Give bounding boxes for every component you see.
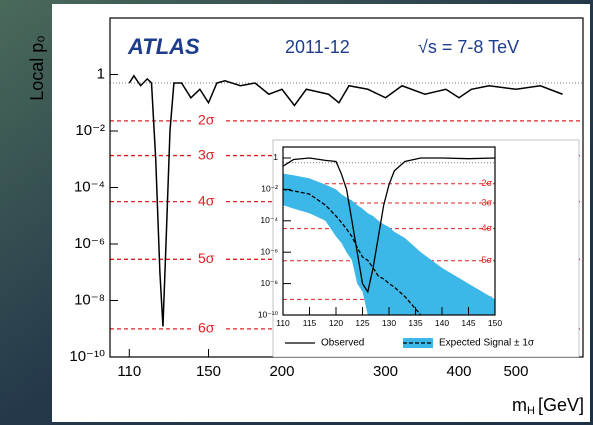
- annotation: √s = 7-8 TeV: [418, 37, 519, 57]
- x-tick-label: 300: [373, 363, 398, 380]
- x-tick-label: 150: [488, 318, 502, 328]
- x-tick-label: 120: [329, 318, 343, 328]
- series-line: [128, 74, 563, 327]
- sigma-label: 5σ: [198, 250, 215, 266]
- x-axis-label: mH [GeV]: [512, 395, 584, 417]
- sigma-label: 5σ: [481, 255, 492, 265]
- sigma-label: 4σ: [481, 223, 492, 233]
- sigma-label: 2σ: [198, 112, 215, 128]
- y-tick-label: 10⁻⁸: [260, 278, 278, 288]
- x-tick-label: 130: [382, 318, 396, 328]
- y-tick-label: 10⁻⁶: [74, 235, 105, 252]
- legend-label: Observed: [321, 338, 364, 349]
- y-tick-label: 10⁻⁴: [74, 178, 105, 195]
- y-axis-label: Local p₀: [27, 35, 47, 101]
- series-line: [283, 157, 495, 294]
- x-label-sub: H: [527, 405, 535, 417]
- x-tick-label: 110: [276, 318, 290, 328]
- sigma-label: 3σ: [481, 197, 492, 207]
- x-tick-label: 115: [303, 318, 317, 328]
- chart-subtitle: 2011-12: [285, 37, 350, 57]
- x-tick-label: 140: [435, 318, 449, 328]
- x-tick-label: 135: [408, 318, 422, 328]
- x-tick-label: 110: [117, 363, 141, 380]
- x-tick-label: 200: [269, 363, 294, 380]
- y-tick-label: 10⁻¹⁰: [69, 348, 105, 365]
- x-tick-label: 125: [355, 318, 369, 328]
- y-tick-label: 10⁻²: [261, 184, 278, 194]
- sigma-label: 2σ: [481, 178, 492, 188]
- x-label-unit: [GeV]: [538, 395, 584, 415]
- x-tick-label: 145: [461, 318, 475, 328]
- y-tick-label: 1: [273, 152, 278, 162]
- expected-band: [283, 173, 495, 315]
- y-tick-label: 10⁻⁶: [261, 246, 278, 256]
- chart-title: ATLAS: [127, 34, 200, 59]
- x-tick-label: 150: [196, 363, 221, 380]
- inset-plot: 2σ3σ4σ5σ6σ110⁻²10⁻⁴10⁻⁶10⁻⁸10⁻¹⁰11011512…: [258, 146, 535, 349]
- sigma-label: 6σ: [198, 320, 215, 336]
- y-tick-label: 10⁻¹⁰: [258, 309, 279, 319]
- sigma-label: 3σ: [198, 146, 215, 162]
- x-label-main: m: [512, 395, 527, 415]
- x-tick-label: 500: [503, 363, 528, 380]
- x-tick-label: 400: [446, 363, 471, 380]
- inset-panel: [272, 139, 580, 358]
- y-tick-label: 1: [97, 65, 105, 82]
- legend-label: Expected Signal ± 1σ: [439, 338, 535, 349]
- series-line: [283, 188, 422, 315]
- sigma-label: 4σ: [198, 192, 215, 208]
- y-tick-label: 10⁻⁸: [74, 291, 105, 308]
- y-tick-label: 10⁻²: [75, 122, 105, 139]
- y-tick-label: 10⁻⁴: [260, 215, 278, 225]
